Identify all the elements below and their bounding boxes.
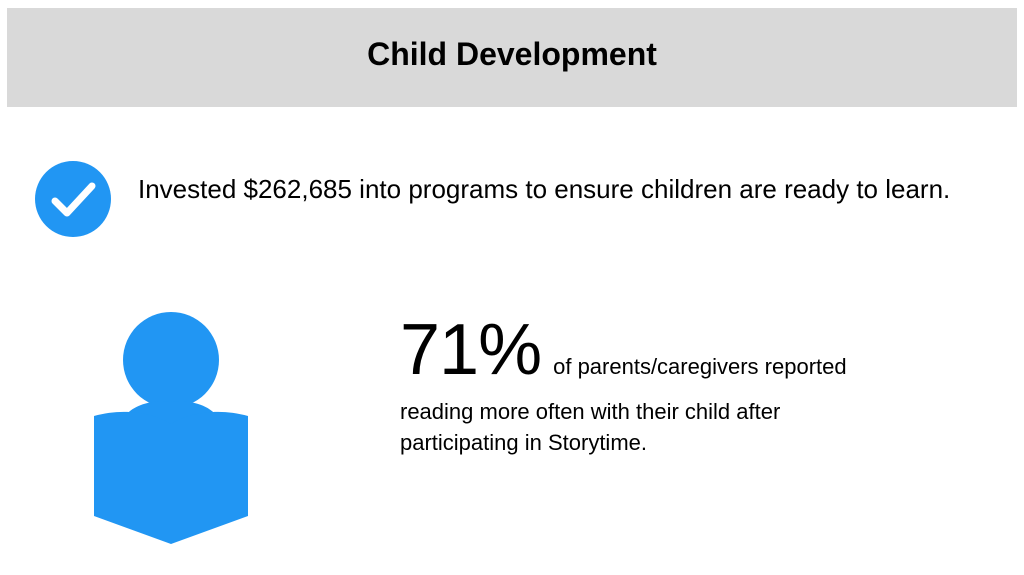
checkmark-circle-icon [35,161,111,237]
child-reading-book-icon [94,312,248,544]
page-title: Child Development [367,36,657,72]
percent-line: 71% of parents/caregivers reported [400,310,1000,390]
percent-value: 71% [400,310,542,390]
header-bar: Child Development [7,8,1017,107]
investment-statement: Invested $262,685 into programs to ensur… [138,174,951,204]
storytime-stat: 71% of parents/caregivers reported readi… [400,310,1000,458]
percent-description: reading more often with their child afte… [400,399,781,455]
percent-inline-text: of parents/caregivers reported [553,354,847,379]
